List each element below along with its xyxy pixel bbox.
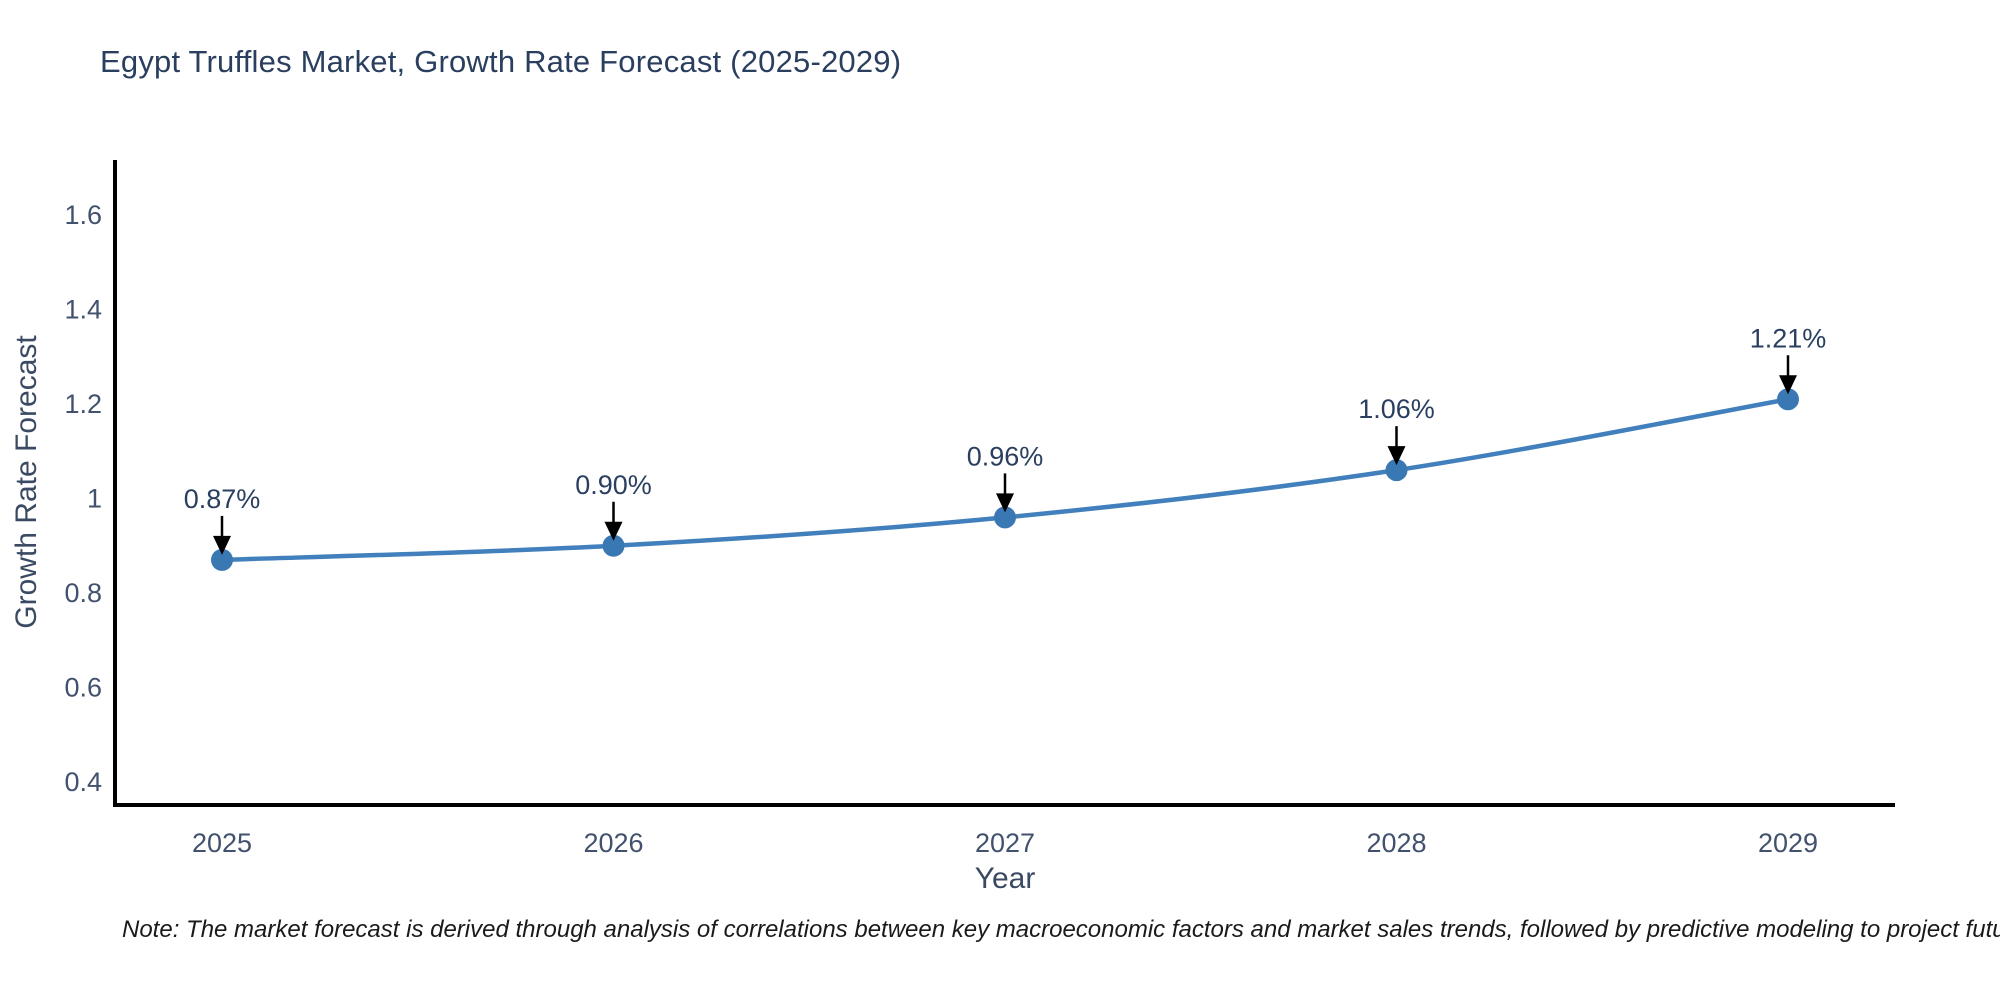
annotation-arrowhead-icon — [213, 535, 231, 555]
annotation-arrowhead-icon — [996, 493, 1014, 513]
chart-title: Egypt Truffles Market, Growth Rate Forec… — [100, 44, 902, 79]
y-tick-label: 1.2 — [64, 389, 102, 419]
data-point-marker[interactable] — [602, 534, 625, 557]
x-tick-label: 2029 — [1758, 828, 1818, 858]
chart-footnote: Note: The market forecast is derived thr… — [122, 916, 2000, 943]
y-tick-label: 0.8 — [64, 578, 102, 608]
y-tick-label: 0.4 — [64, 767, 102, 797]
annotation-arrowhead-icon — [604, 521, 623, 541]
data-point-marker[interactable] — [1385, 459, 1408, 482]
y-tick-label: 1.4 — [64, 295, 102, 325]
data-point-label: 0.90% — [575, 470, 652, 500]
x-tick-label: 2027 — [975, 828, 1035, 858]
data-point-marker[interactable] — [1777, 388, 1799, 411]
x-tick-label: 2025 — [192, 828, 252, 858]
data-point-label: 1.06% — [1358, 394, 1435, 424]
data-point-label: 0.87% — [184, 484, 261, 514]
y-tick-label: 0.6 — [64, 673, 102, 703]
x-axis-title: Year — [975, 862, 1036, 895]
y-axis-title: Growth Rate Forecast — [10, 335, 43, 629]
y-tick-label: 1.6 — [64, 200, 102, 230]
data-point-label: 0.96% — [967, 441, 1044, 471]
y-tick-label: 1 — [87, 484, 102, 514]
x-tick-label: 2026 — [583, 828, 643, 858]
annotation-arrowhead-icon — [1387, 446, 1406, 466]
annotation-arrowhead-icon — [1779, 375, 1797, 395]
data-point-marker[interactable] — [994, 506, 1016, 529]
x-tick-label: 2028 — [1366, 828, 1426, 858]
data-point-label: 1.21% — [1750, 323, 1827, 353]
data-point-marker[interactable] — [211, 548, 233, 571]
